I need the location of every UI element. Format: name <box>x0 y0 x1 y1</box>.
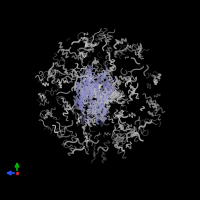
Ellipse shape <box>87 100 90 106</box>
Ellipse shape <box>99 103 102 113</box>
Ellipse shape <box>88 92 92 96</box>
Ellipse shape <box>89 90 92 94</box>
Ellipse shape <box>97 106 99 112</box>
Ellipse shape <box>89 109 93 115</box>
Ellipse shape <box>97 98 102 103</box>
Ellipse shape <box>82 88 85 98</box>
Ellipse shape <box>101 115 104 122</box>
Ellipse shape <box>101 117 103 126</box>
Ellipse shape <box>111 100 113 103</box>
Ellipse shape <box>110 86 114 96</box>
Ellipse shape <box>96 111 100 121</box>
Ellipse shape <box>81 115 84 124</box>
Ellipse shape <box>93 86 95 95</box>
Ellipse shape <box>105 81 108 88</box>
Ellipse shape <box>104 101 109 104</box>
Ellipse shape <box>87 82 92 86</box>
